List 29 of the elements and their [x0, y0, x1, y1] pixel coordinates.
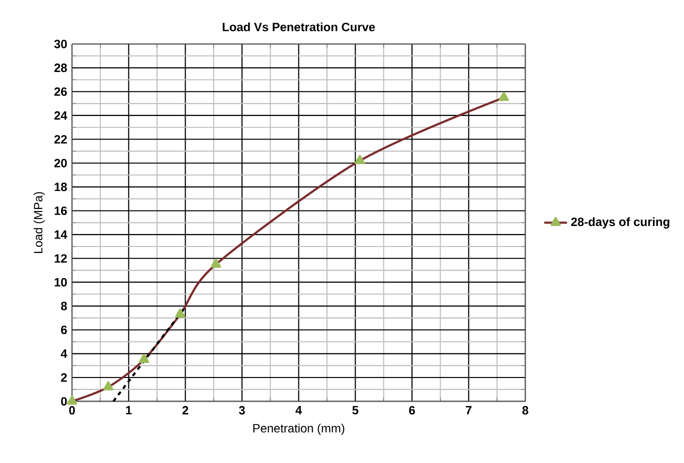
- x-tick-label: 8: [522, 406, 528, 415]
- y-tick-label: 28: [54, 64, 67, 72]
- legend-label: 28-days of curing: [571, 217, 670, 229]
- y-tick-label: 26: [54, 88, 67, 96]
- x-axis-title: Penetration (mm): [253, 424, 344, 436]
- y-tick-label: 24: [54, 111, 68, 120]
- y-tick-label: 10: [54, 278, 67, 287]
- x-tick-label: 3: [238, 406, 245, 415]
- y-tick-label: 16: [54, 206, 67, 216]
- y-tick-label: 30: [54, 40, 67, 48]
- x-tick-label: 4: [296, 406, 302, 414]
- x-tick-label: 5: [352, 406, 358, 415]
- x-tick-label: 1: [126, 406, 132, 414]
- x-tick-label: 7: [466, 406, 472, 414]
- y-tick-label: 12: [54, 254, 67, 263]
- y-tick-label: 22: [54, 135, 67, 144]
- x-tick-label: 0: [69, 406, 75, 415]
- x-tick-label: 2: [182, 406, 188, 415]
- y-axis-title: Load (MPa): [34, 192, 45, 254]
- chart-title: Load Vs Penetration Curve: [222, 22, 375, 32]
- y-tick-label: 4: [60, 350, 68, 358]
- y-tick-label: 14: [54, 230, 68, 239]
- y-tick-label: 18: [54, 182, 67, 192]
- y-tick-label: 8: [60, 302, 67, 310]
- y-tick-label: 0: [61, 397, 67, 406]
- y-tick-label: 6: [61, 326, 67, 334]
- x-tick-label: 6: [409, 406, 415, 415]
- y-tick-label: 20: [54, 159, 67, 168]
- y-tick-label: 2: [61, 373, 67, 382]
